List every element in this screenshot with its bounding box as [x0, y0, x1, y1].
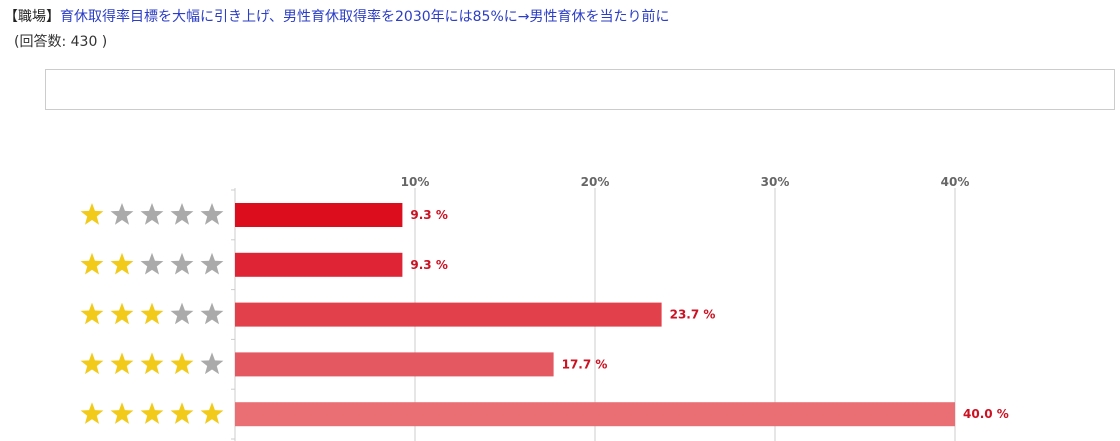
star-empty-icon: [170, 252, 194, 275]
star-filled-icon: [80, 302, 104, 325]
star-filled-icon: [80, 252, 104, 275]
star-empty-icon: [170, 302, 194, 325]
star-empty-icon: [170, 203, 194, 225]
star-rating: [80, 352, 224, 375]
bar: [235, 203, 403, 227]
star-empty-icon: [200, 252, 224, 275]
bar: [235, 402, 955, 427]
question-title: 【職場】育休取得率目標を大幅に引き上げ、男性育休取得率を2030年には85%に→…: [4, 8, 1114, 26]
question-link[interactable]: 育休取得率目標を大幅に引き上げ、男性育休取得率を2030年には85%に→男性育休…: [60, 9, 670, 25]
bar: [235, 352, 554, 377]
star-rating: [80, 252, 224, 275]
star-filled-icon: [110, 402, 134, 424]
question-category: 【職場】: [4, 9, 60, 25]
x-tick-label: 40%: [941, 175, 970, 189]
comment-box[interactable]: [45, 69, 1115, 110]
bar-value-label: 9.3 %: [410, 208, 447, 222]
star-filled-icon: [110, 252, 134, 275]
x-tick-label: 10%: [401, 175, 430, 189]
star-filled-icon: [200, 402, 224, 424]
star-filled-icon: [80, 203, 104, 225]
star-rating: [80, 402, 224, 424]
bar-value-label: 23.7 %: [670, 308, 716, 322]
bar: [235, 252, 403, 277]
star-filled-icon: [80, 402, 104, 424]
star-filled-icon: [170, 402, 194, 424]
star-filled-icon: [140, 302, 164, 325]
bar: [235, 302, 662, 327]
star-filled-icon: [140, 402, 164, 424]
star-rating: [80, 302, 224, 325]
star-empty-icon: [140, 252, 164, 275]
star-filled-icon: [80, 352, 104, 375]
star-filled-icon: [170, 352, 194, 375]
response-count: (回答数: 430 ): [14, 34, 108, 50]
star-filled-icon: [110, 352, 134, 375]
star-empty-icon: [200, 302, 224, 325]
star-filled-icon: [110, 302, 134, 325]
bar-value-label: 40.0 %: [963, 407, 1009, 421]
star-rating: [80, 203, 224, 225]
x-tick-label: 20%: [581, 175, 610, 189]
bar-value-label: 9.3 %: [410, 258, 447, 272]
star-empty-icon: [110, 203, 134, 225]
bar-value-label: 17.7 %: [562, 357, 608, 371]
star-empty-icon: [140, 203, 164, 225]
x-tick-label: 30%: [761, 175, 790, 189]
star-empty-icon: [200, 203, 224, 225]
star-filled-icon: [140, 352, 164, 375]
star-empty-icon: [200, 352, 224, 375]
